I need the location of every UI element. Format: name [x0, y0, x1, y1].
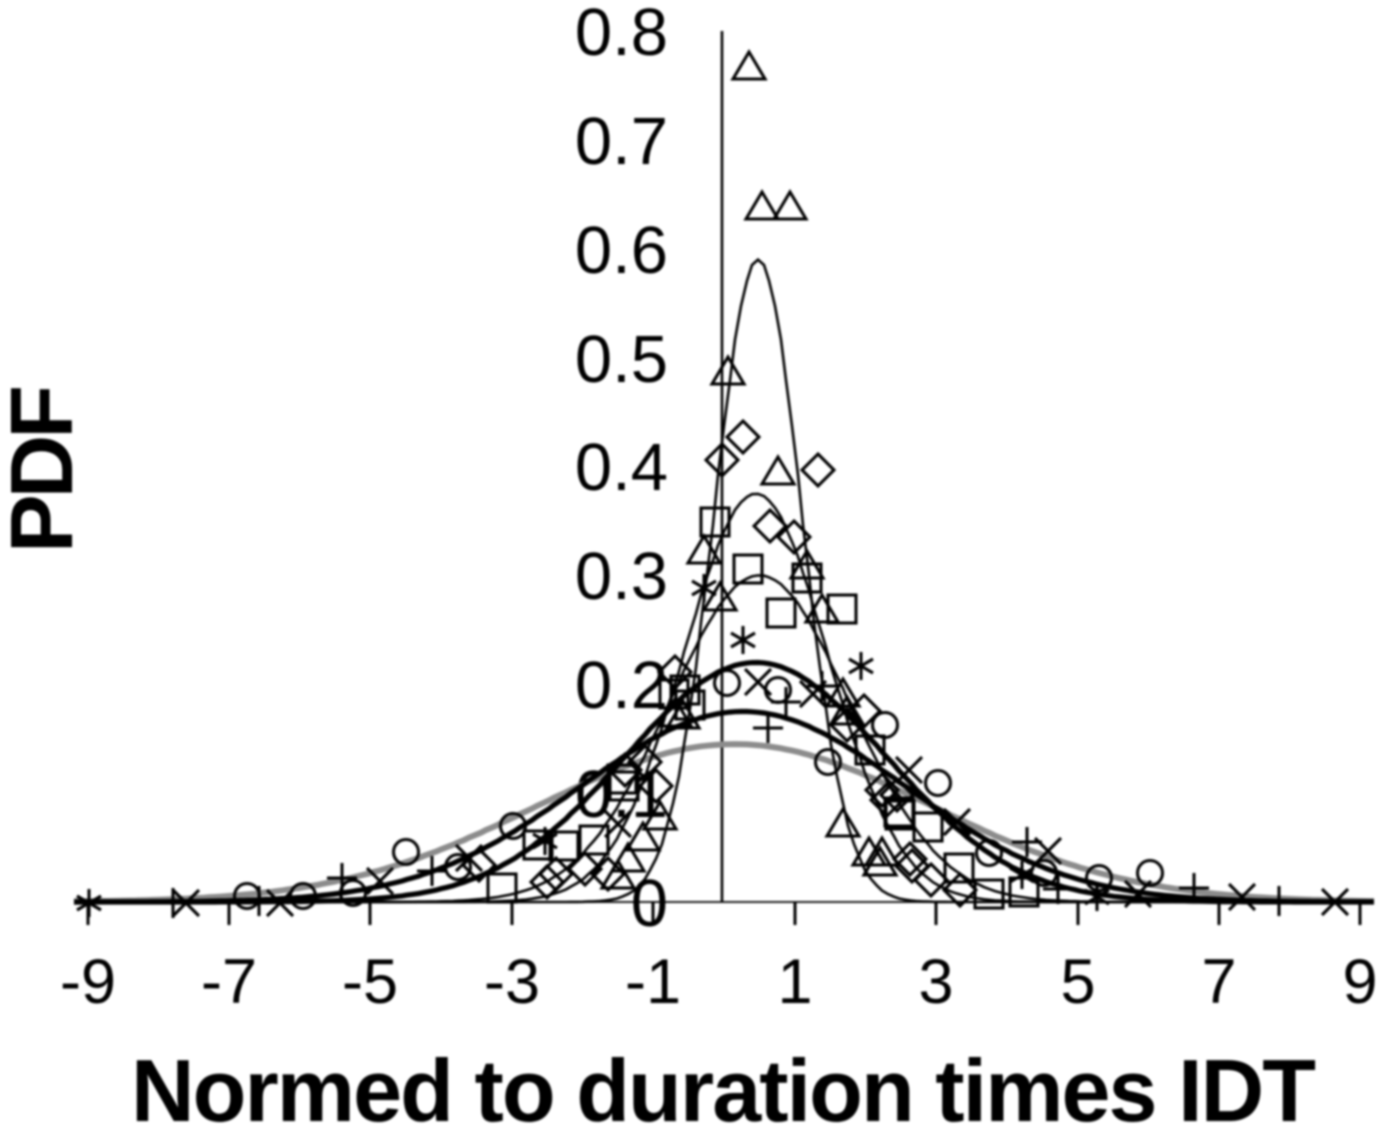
svg-text:1: 1	[777, 947, 812, 1017]
svg-text:9: 9	[1342, 947, 1377, 1017]
svg-text:PDF: PDF	[0, 385, 91, 553]
svg-text:0.2: 0.2	[575, 648, 668, 723]
svg-text:0.7: 0.7	[575, 104, 668, 179]
svg-text:7: 7	[1201, 947, 1236, 1017]
svg-text:0: 0	[631, 866, 668, 941]
svg-text:Normed to duration times IDT: Normed to duration times IDT	[131, 1041, 1316, 1140]
svg-text:0.4: 0.4	[575, 430, 668, 505]
svg-text:-5: -5	[342, 947, 398, 1017]
svg-text:-3: -3	[484, 947, 540, 1017]
svg-text:-1: -1	[625, 947, 681, 1017]
svg-text:5: 5	[1060, 947, 1095, 1017]
svg-text:0.8: 0.8	[575, 0, 668, 70]
svg-text:0.5: 0.5	[575, 322, 668, 397]
svg-text:0.6: 0.6	[575, 213, 668, 288]
svg-text:-7: -7	[201, 947, 257, 1017]
svg-text:-9: -9	[60, 947, 116, 1017]
svg-text:3: 3	[918, 947, 953, 1017]
svg-text:0.3: 0.3	[575, 539, 668, 614]
